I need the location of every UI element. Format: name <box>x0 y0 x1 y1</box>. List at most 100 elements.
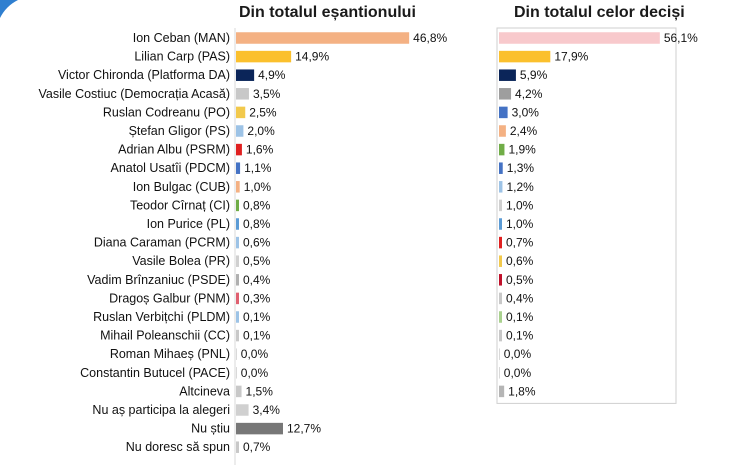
right-value-label: 17,9% <box>554 50 588 64</box>
right-bar <box>499 143 505 156</box>
right-value-label: 5,9% <box>520 68 548 82</box>
left-bar <box>236 311 239 323</box>
category-label: Nu știu <box>191 422 230 436</box>
category-label: Nu aș participa la alegeri <box>92 403 230 417</box>
left-value-label: 0,3% <box>243 291 271 305</box>
category-label: Diana Caraman (PCRM) <box>94 236 230 250</box>
left-bar <box>236 218 239 230</box>
left-chart-title: Din totalul eșantionului <box>239 4 416 21</box>
category-label: Vasile Costiuc (Democrația Acasă) <box>38 87 230 101</box>
right-panel-frame <box>496 27 677 404</box>
left-bar <box>236 292 239 305</box>
category-label: Victor Chironda (Platforma DA) <box>58 68 230 82</box>
left-value-label: 0,8% <box>243 198 271 212</box>
left-value-label: 1,6% <box>246 143 274 157</box>
category-label: Ion Purice (PL) <box>147 217 230 231</box>
left-bar <box>236 422 283 435</box>
right-value-label: 4,2% <box>515 87 543 101</box>
left-value-label: 0,1% <box>243 329 271 343</box>
left-value-label: 0,0% <box>241 347 269 361</box>
right-bar <box>499 236 502 249</box>
right-bar <box>499 69 516 81</box>
left-value-label: 14,9% <box>295 50 329 64</box>
category-label: Dragoș Galbur (PNM) <box>109 291 230 305</box>
category-label: Ion Bulgac (CUB) <box>133 180 230 194</box>
category-label: Ruslan Verbițchi (PLDM) <box>93 310 230 324</box>
corner-swoosh-icon <box>0 0 18 18</box>
right-bar <box>499 181 503 193</box>
left-value-label: 0,5% <box>243 254 271 268</box>
right-bar <box>499 367 500 379</box>
left-bar <box>236 385 242 398</box>
category-label: Roman Mihaeș (PNL) <box>110 347 230 361</box>
category-label: Ion Ceban (MAN) <box>133 31 230 45</box>
category-label: Lilian Carp (PAS) <box>134 50 230 64</box>
left-bar <box>236 125 244 137</box>
right-bar <box>499 311 502 323</box>
left-value-label: 0,4% <box>243 273 271 287</box>
right-value-label: 0,0% <box>504 366 532 380</box>
left-value-label: 0,8% <box>243 217 271 231</box>
left-value-label: 4,9% <box>258 68 286 82</box>
right-value-label: 1,0% <box>506 198 534 212</box>
category-label: Anatol Usatîi (PDCM) <box>111 161 230 175</box>
category-label: Constantin Butucel (PACE) <box>80 366 230 380</box>
left-value-label: 3,4% <box>253 403 281 417</box>
right-chart-title: Din totalul celor deciși <box>514 4 685 21</box>
top-band <box>0 0 740 8</box>
right-bar <box>499 125 506 137</box>
right-value-label: 0,1% <box>506 329 534 343</box>
left-bar <box>236 367 237 379</box>
left-bar <box>236 50 292 63</box>
left-value-label: 1,5% <box>246 384 274 398</box>
right-bar <box>499 274 502 286</box>
right-value-label: 0,5% <box>506 273 534 287</box>
left-bar <box>236 162 241 174</box>
left-bar <box>236 255 239 267</box>
left-value-label: 2,5% <box>249 105 277 119</box>
right-value-label: 0,4% <box>506 291 534 305</box>
right-value-label: 0,0% <box>504 347 532 361</box>
left-bar <box>236 199 239 212</box>
left-value-label: 2,0% <box>247 124 275 138</box>
left-bar <box>236 106 246 119</box>
left-bar <box>236 88 249 100</box>
right-value-label: 56,1% <box>664 31 698 45</box>
right-bar <box>499 88 512 100</box>
left-value-label: 1,0% <box>244 180 272 194</box>
category-label: Ruslan Codreanu (PO) <box>103 105 230 119</box>
left-bar <box>236 181 240 193</box>
category-label: Teodor Cîrnaț (CI) <box>130 198 230 212</box>
category-label: Vadim Brînzaniuc (PSDE) <box>87 273 230 287</box>
left-bar <box>236 441 239 453</box>
left-bar <box>236 69 255 81</box>
category-label: Altcineva <box>179 384 230 398</box>
right-bar <box>499 255 502 267</box>
right-value-label: 1,3% <box>507 161 535 175</box>
left-value-label: 0,0% <box>241 366 269 380</box>
right-bar <box>499 329 502 342</box>
right-value-label: 1,2% <box>506 180 534 194</box>
right-bar <box>499 348 500 360</box>
left-value-label: 46,8% <box>413 31 447 45</box>
left-value-label: 0,6% <box>243 236 271 250</box>
right-value-label: 0,6% <box>506 254 534 268</box>
right-bar <box>499 218 502 230</box>
left-value-label: 0,7% <box>243 440 271 454</box>
right-value-label: 1,8% <box>508 384 536 398</box>
left-bar <box>236 236 239 249</box>
left-bar <box>236 329 239 342</box>
right-value-label: 2,4% <box>510 124 538 138</box>
right-bar <box>499 162 503 174</box>
right-value-label: 1,0% <box>506 217 534 231</box>
left-value-label: 3,5% <box>253 87 281 101</box>
left-bar <box>236 32 410 44</box>
right-bar <box>499 385 505 398</box>
left-bar <box>236 348 237 360</box>
right-value-label: 0,1% <box>506 310 534 324</box>
category-label: Mihail Poleanschii (CC) <box>100 329 230 343</box>
right-bar <box>499 106 508 119</box>
category-label: Vasile Bolea (PR) <box>132 254 230 268</box>
category-label: Nu doresc să spun <box>126 440 230 454</box>
right-bar <box>499 292 502 305</box>
